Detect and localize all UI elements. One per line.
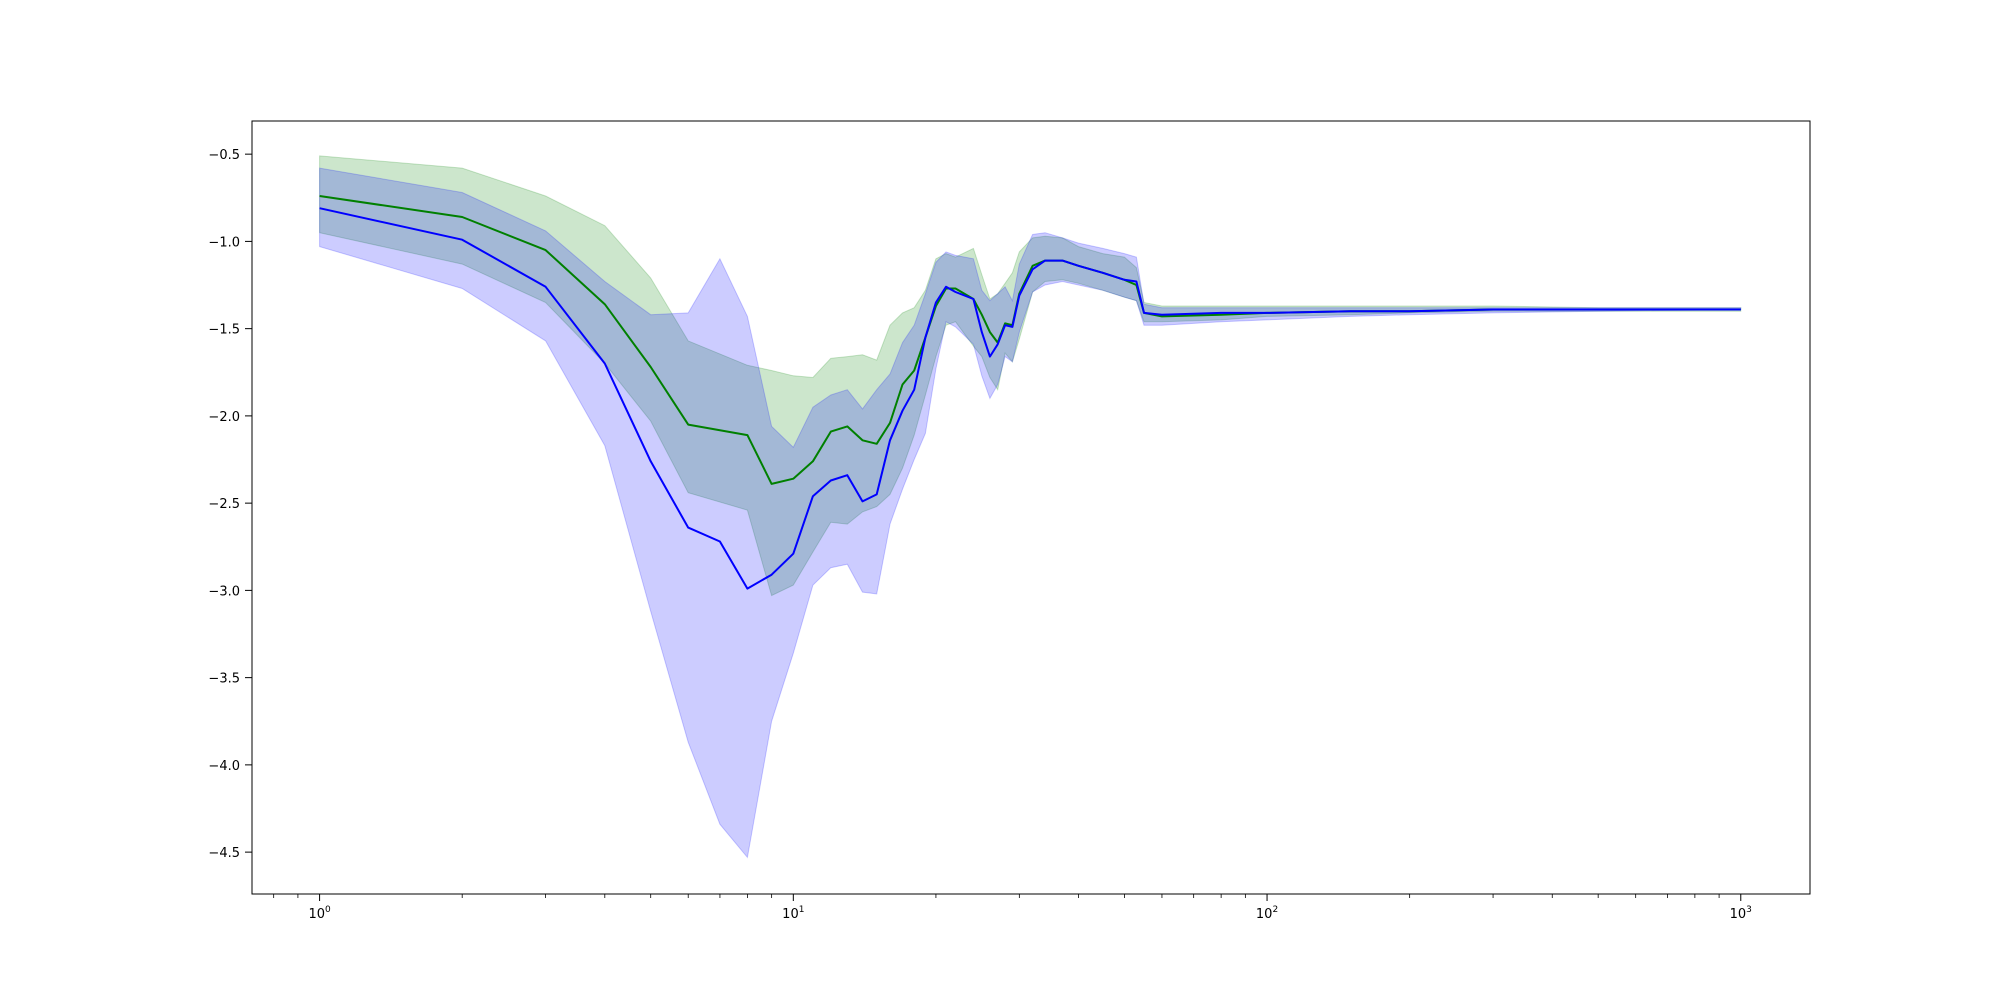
y-tick-label: −4.5 (208, 846, 240, 861)
y-axis: −0.5 −1.0 −1.5 −2.0 −2.5 −3.0 −3.5 −4.0 −4.5 (208, 148, 252, 861)
y-tick-label: −0.5 (208, 148, 240, 163)
y-tick-label: −1.0 (208, 235, 240, 250)
series-1-line (319, 195, 1741, 485)
y-tick-label: −1.5 (208, 323, 240, 338)
x-tick-label: 100 (308, 905, 331, 922)
x-axis: 100 101 102 103 (273, 894, 1752, 922)
y-tick-label: −3.5 (208, 672, 240, 687)
x-tick-label: 102 (1256, 905, 1278, 922)
x-tick-label: 101 (782, 905, 804, 922)
series-1-band (319, 155, 1742, 597)
x-tick-exponent: 2 (1272, 905, 1278, 915)
x-tick-exponent: 0 (325, 905, 331, 915)
x-tick-exponent: 1 (799, 905, 805, 915)
confidence-bands (319, 155, 1742, 859)
series-lines (319, 195, 1741, 590)
y-tick-label: −2.5 (208, 497, 240, 512)
y-tick-label: −2.0 (208, 410, 240, 425)
x-tick-exponent: 3 (1746, 905, 1752, 915)
plot-frame (251, 120, 1811, 895)
y-tick-label: −4.0 (208, 759, 240, 774)
series-2-line (319, 207, 1741, 590)
x-tick-label: 103 (1730, 905, 1752, 922)
y-tick-label: −3.0 (208, 584, 240, 599)
